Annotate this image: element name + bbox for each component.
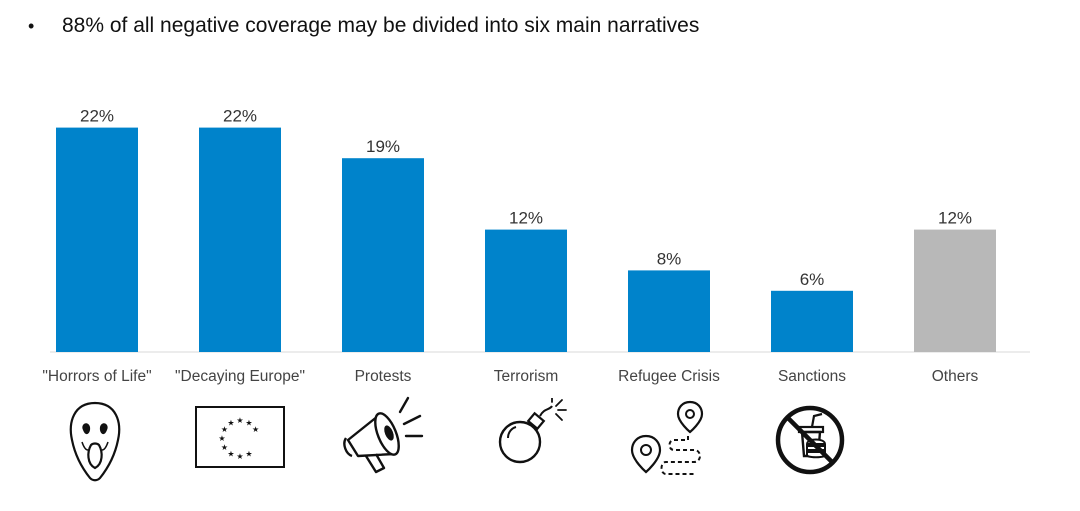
star-mark: ★ [245, 450, 252, 459]
star-mark: ★ [218, 434, 225, 443]
headline: • 88% of all negative coverage may be di… [28, 14, 699, 38]
category-label: Protests [355, 368, 412, 385]
category-label: Terrorism [494, 368, 559, 385]
bar [628, 270, 710, 352]
route-pin-icon [630, 400, 704, 475]
star-mark: ★ [236, 452, 243, 461]
no-food-icon [775, 405, 845, 475]
data-label: 6% [800, 270, 825, 289]
bar [914, 229, 996, 352]
category-label: Others [932, 368, 979, 385]
star-mark: ★ [252, 425, 259, 434]
data-label: 12% [938, 209, 972, 228]
eu-flag-icon: ★ ★★★★★★★★★ [195, 406, 285, 468]
bar [56, 127, 138, 352]
bomb-icon [498, 398, 567, 464]
star-mark: ★ [227, 450, 234, 459]
bullet: • [28, 15, 35, 36]
star-mark: ★ [221, 443, 228, 452]
category-label: "Horrors of Life" [42, 368, 151, 385]
scream-mask-icon [69, 401, 121, 482]
category-label: Sanctions [778, 368, 846, 385]
category-label: Refugee Crisis [618, 368, 720, 385]
bar [342, 158, 424, 352]
megaphone-icon [343, 396, 424, 474]
star-mark: ★ [245, 418, 252, 427]
bar [485, 229, 567, 352]
data-label: 22% [80, 107, 114, 126]
data-label: 22% [223, 107, 257, 126]
bar [771, 290, 853, 352]
star-mark: ★ [236, 416, 243, 425]
headline-text: 88% of all negative coverage may be divi… [62, 14, 700, 37]
star-mark: ★ [227, 418, 234, 427]
category-label: "Decaying Europe" [175, 368, 305, 385]
data-label: 8% [657, 249, 682, 268]
data-label: 12% [509, 209, 543, 228]
bar [199, 127, 281, 352]
data-label: 19% [366, 137, 400, 156]
star-mark: ★ [221, 425, 228, 434]
